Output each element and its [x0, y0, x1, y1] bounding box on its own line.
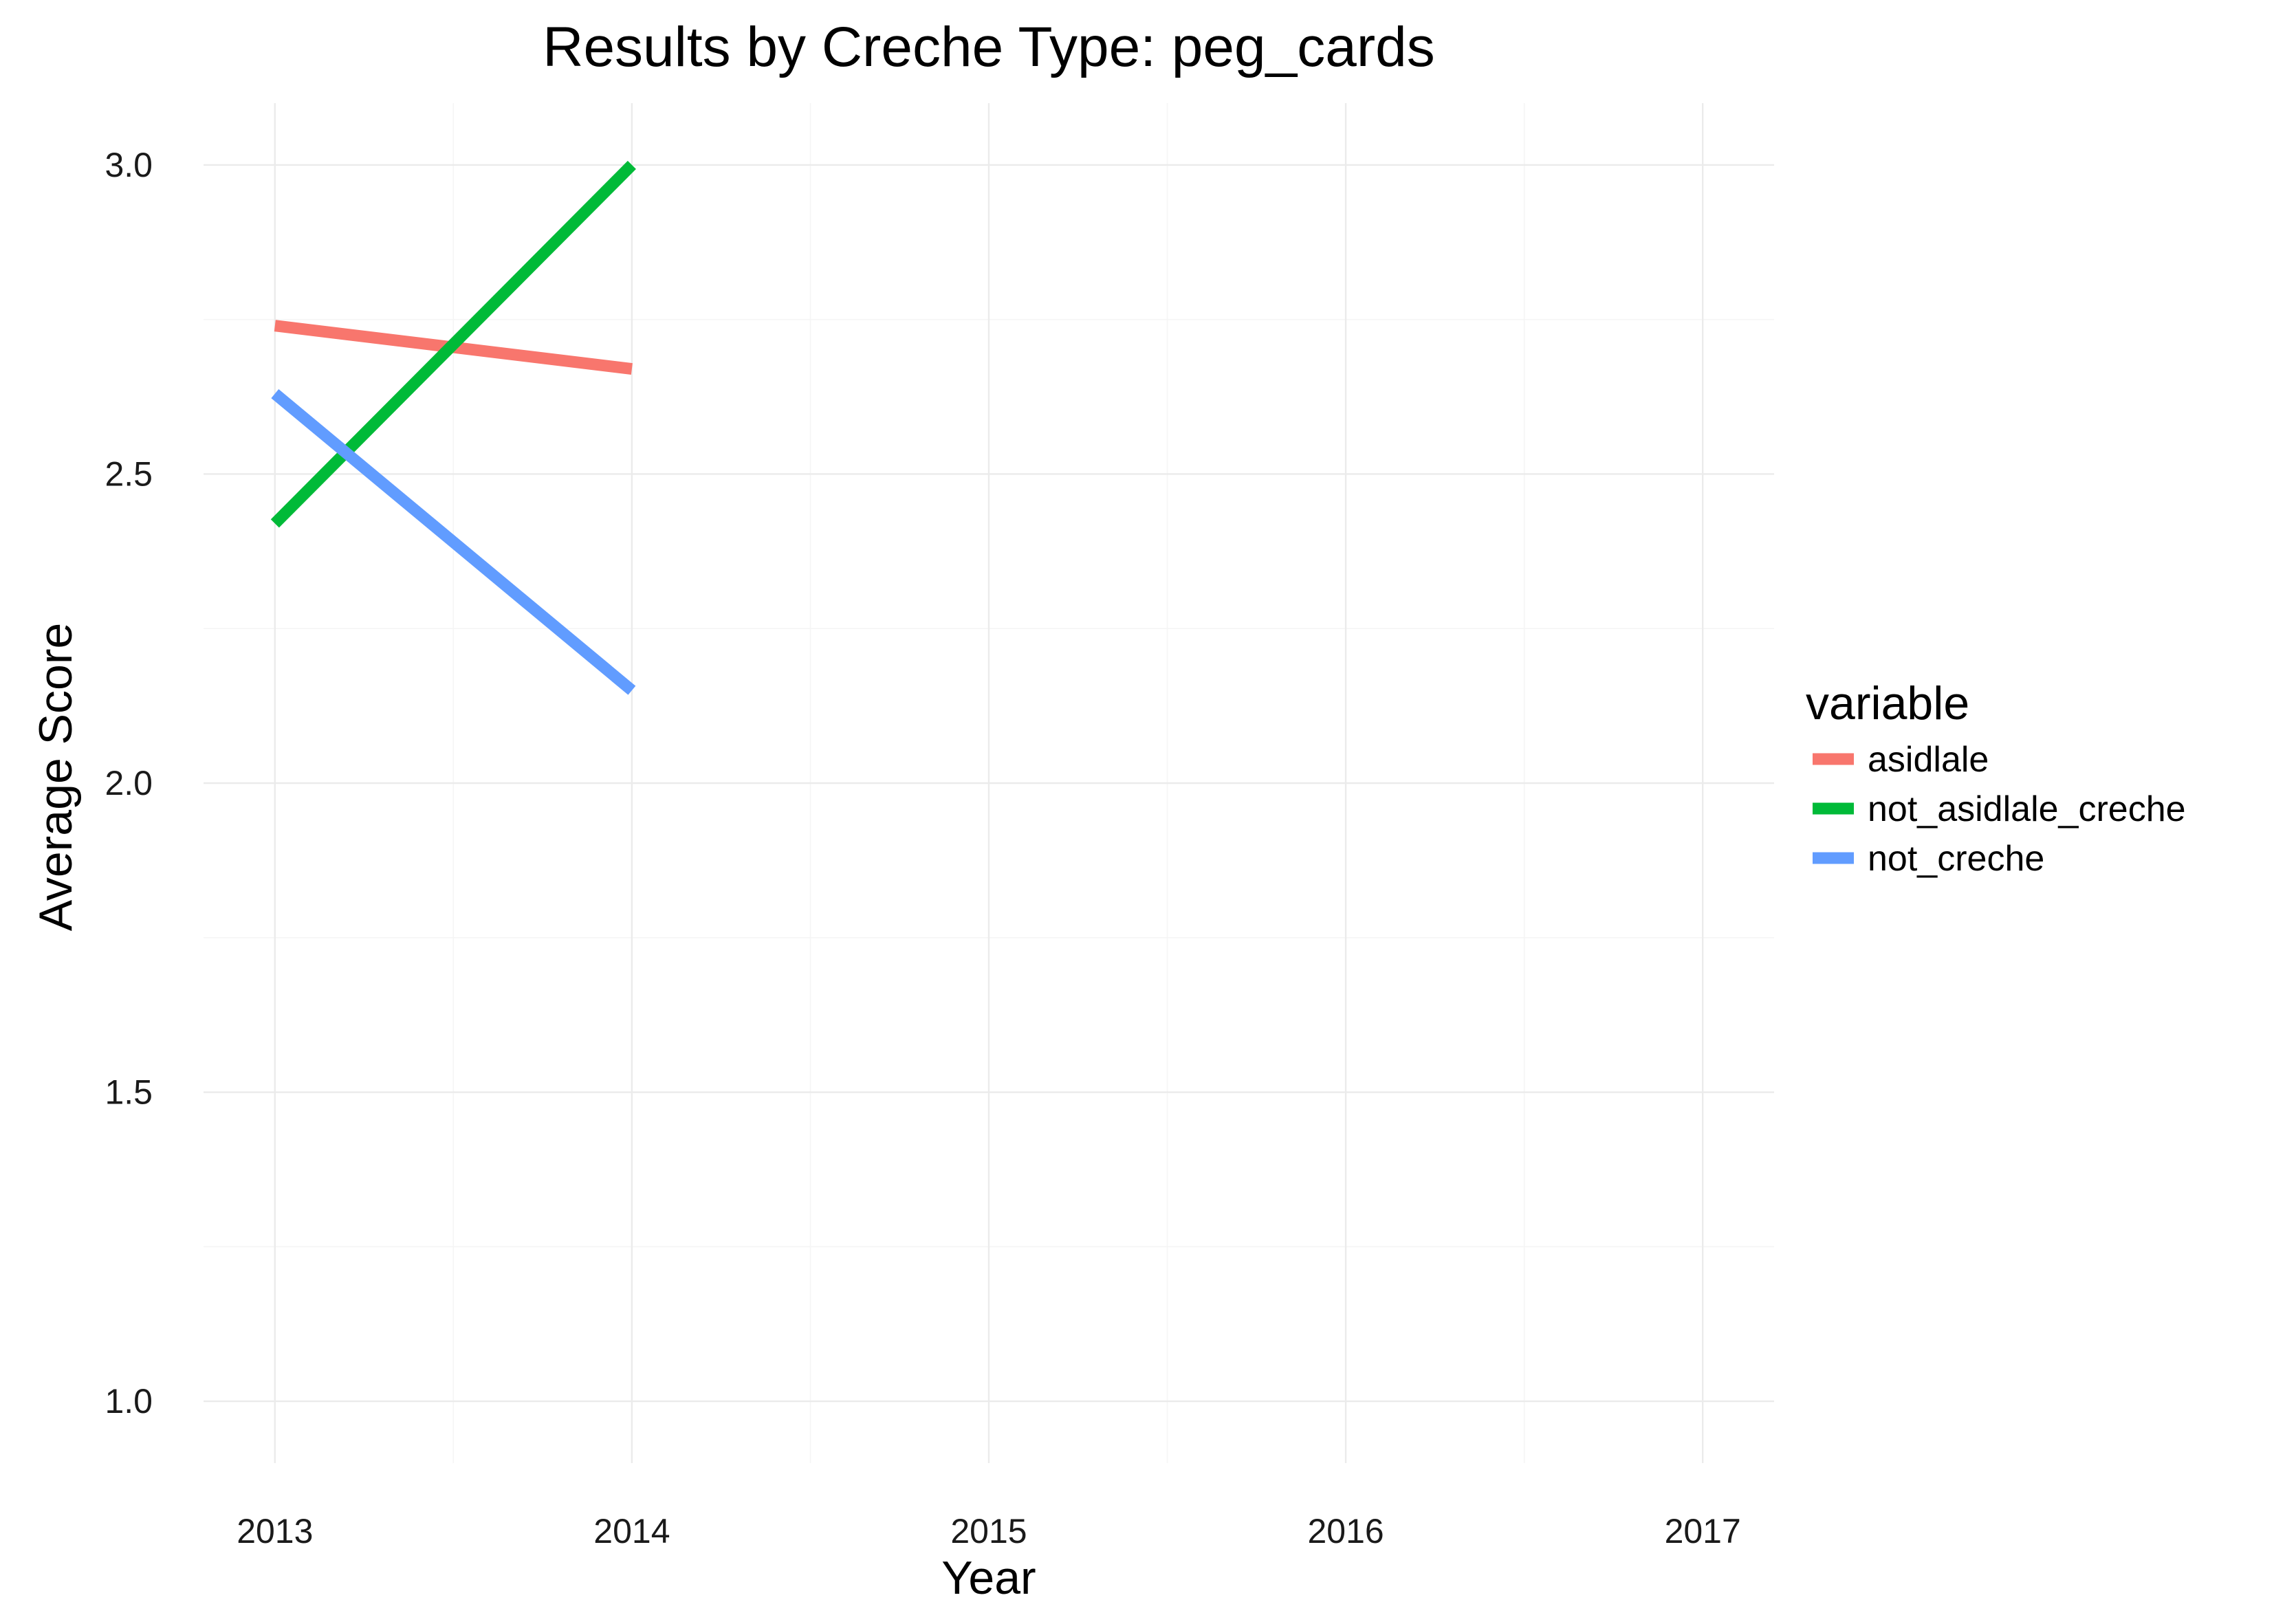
x-tick-label: 2016	[1307, 1512, 1384, 1550]
x-tick-label: 2013	[237, 1512, 313, 1550]
grid	[204, 103, 1774, 1463]
legend-label-asidlale: asidlale	[1868, 740, 1989, 780]
legend: variable asidlale not_asidlale_creche not_…	[1806, 677, 2186, 879]
series-lines	[270, 160, 636, 695]
y-tick-label: 1.0	[105, 1382, 153, 1420]
chart-title: Results by Creche Type: peg_cards	[543, 16, 1435, 78]
x-tick-label: 2015	[950, 1512, 1027, 1550]
legend-title: variable	[1806, 677, 1969, 729]
legend-label-not-creche: not_creche	[1868, 839, 2044, 879]
x-tick-label: 2017	[1665, 1512, 1741, 1550]
y-axis-ticks: 1.0 1.5 2.0 2.5 3.0	[105, 146, 153, 1420]
x-tick-label: 2014	[593, 1512, 670, 1550]
y-axis-title: Average Score	[30, 623, 82, 932]
series-line-not-creche	[271, 389, 636, 695]
y-tick-label: 1.5	[105, 1073, 153, 1112]
x-axis-title: Year	[941, 1552, 1036, 1604]
x-axis-ticks: 2013 2014 2015 2016 2017	[237, 1512, 1741, 1550]
y-tick-label: 2.5	[105, 454, 153, 493]
y-tick-label: 3.0	[105, 146, 153, 184]
y-tick-label: 2.0	[105, 764, 153, 802]
legend-label-not-asidlale-creche: not_asidlale_creche	[1868, 789, 2186, 829]
series-line-not-asidlale-creche	[270, 160, 636, 528]
